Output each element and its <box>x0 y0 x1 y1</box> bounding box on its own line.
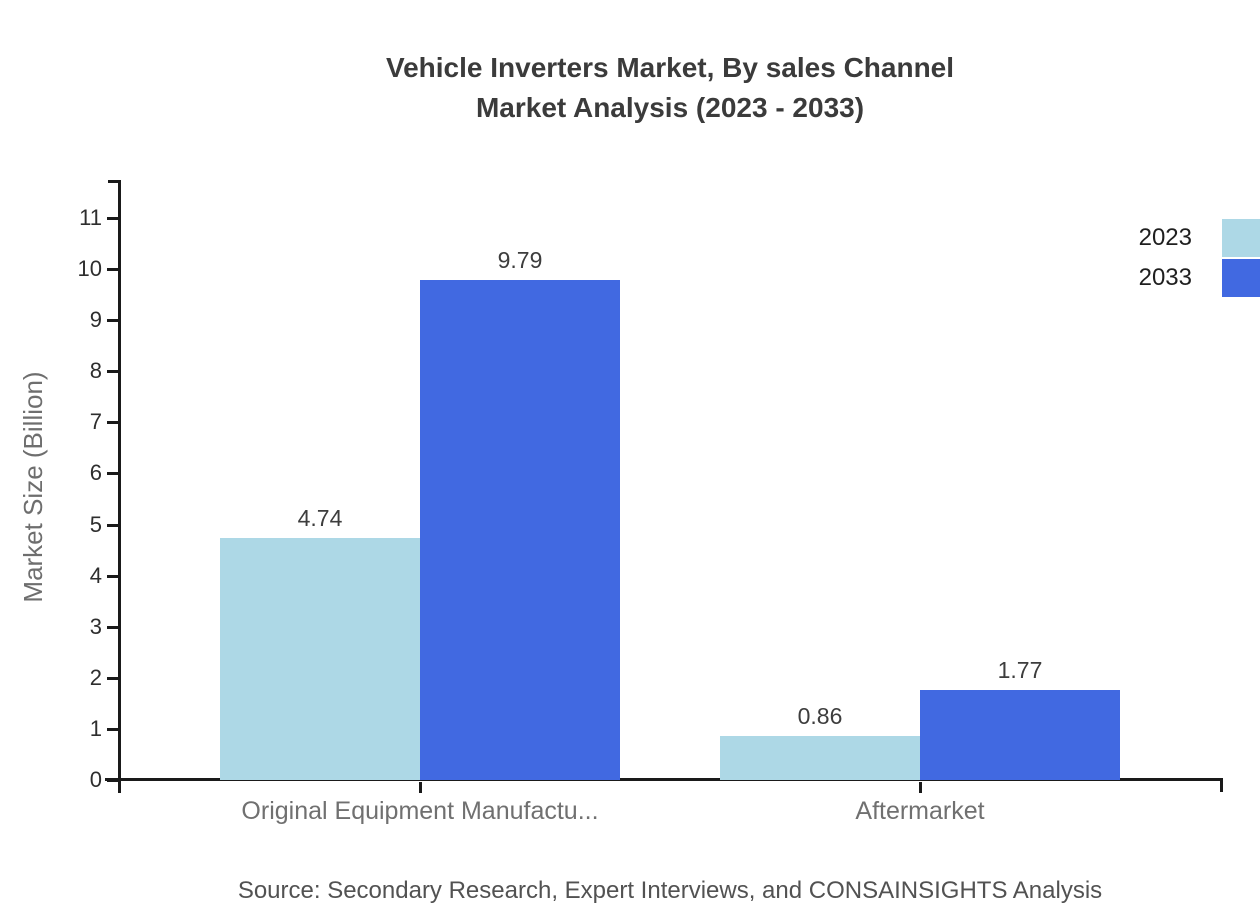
x-category-label: Aftermarket <box>855 797 985 825</box>
bar-2033-aftermarket <box>920 690 1120 780</box>
y-tick-label: 3 <box>89 613 102 639</box>
y-tick-label: 1 <box>89 715 102 741</box>
y-tick-label: 2 <box>89 664 102 690</box>
bar-value-label: 0.86 <box>797 703 843 729</box>
x-axis-line <box>105 778 1223 781</box>
y-tick-label: 7 <box>89 409 102 435</box>
y-tick-label: 4 <box>89 562 102 588</box>
y-axis-end-tick <box>108 180 121 183</box>
y-tick-mark <box>107 216 120 220</box>
legend-swatch <box>1222 219 1260 257</box>
y-tick-label: 0 <box>89 767 102 792</box>
legend-item-2023: 2023 <box>1139 218 1260 258</box>
x-tick-mark <box>919 782 922 793</box>
bar-value-label: 9.79 <box>497 247 543 273</box>
y-tick-mark <box>107 676 120 680</box>
legend-swatch <box>1222 259 1260 297</box>
chart-title-line1: Vehicle Inverters Market, By sales Chann… <box>385 52 955 83</box>
source-note: Source: Secondary Research, Expert Inter… <box>237 877 1103 904</box>
y-tick-mark <box>107 319 120 323</box>
y-tick-mark <box>107 421 120 425</box>
y-tick-mark <box>107 727 120 731</box>
y-tick-label: 6 <box>89 460 102 486</box>
y-tick-mark <box>107 523 120 527</box>
x-tick-mark <box>419 782 422 793</box>
bar-2033-oem <box>420 280 620 780</box>
legend-item-2033: 2033 <box>1139 258 1260 298</box>
y-tick-label: 8 <box>89 358 102 384</box>
legend: 2023 2033 <box>1139 218 1260 298</box>
y-tick-mark <box>107 574 120 578</box>
y-tick-mark <box>107 472 120 476</box>
y-tick-mark <box>107 268 120 271</box>
y-tick-label: 9 <box>89 307 102 333</box>
bar-2023-aftermarket <box>720 736 920 780</box>
y-tick-label: 5 <box>89 511 102 537</box>
y-tick-mark <box>107 625 120 629</box>
y-tick-mark <box>107 370 120 374</box>
legend-label: 2023 <box>1138 224 1192 251</box>
bar-value-label: 4.74 <box>297 505 343 531</box>
y-tick-label: 11 <box>79 204 102 230</box>
x-axis-end-tick <box>1220 781 1223 792</box>
bar-value-label: 1.77 <box>997 657 1043 683</box>
legend-label: 2033 <box>1138 264 1192 291</box>
chart-title-line2: Market Analysis (2023 - 2033) <box>475 92 865 123</box>
bar-2023-oem <box>220 538 420 780</box>
chart-title: Vehicle Inverters Market, By sales Chann… <box>80 48 1260 128</box>
y-axis-line <box>118 181 121 793</box>
y-tick-label: 10 <box>77 256 102 281</box>
x-category-label: Original Equipment Manufactu... <box>241 797 599 825</box>
y-tick-mark <box>107 779 120 782</box>
